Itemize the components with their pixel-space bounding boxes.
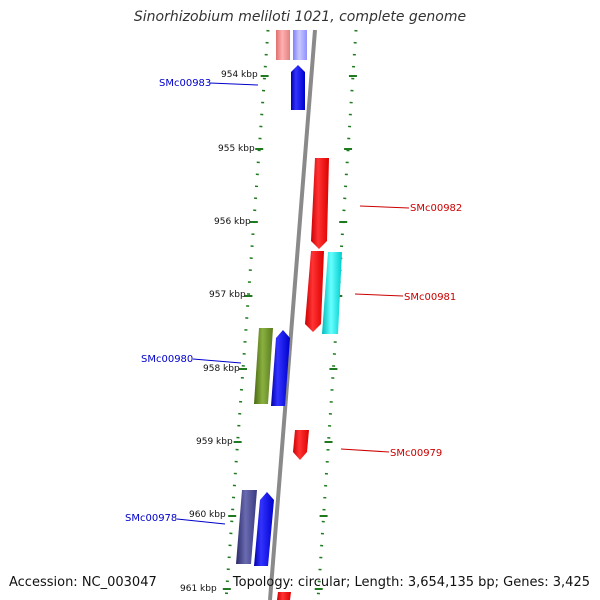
gene-arrow-smc00983[interactable] <box>291 65 305 110</box>
gene-label-smc00978[interactable]: SMc00978 <box>125 513 177 524</box>
scale-label-954: 954 kbp <box>221 70 258 80</box>
gene-arrow-partial-top-pink[interactable] <box>276 30 290 60</box>
gene-arrow-purple[interactable] <box>236 490 257 564</box>
leader-line-smc00979 <box>340 448 390 453</box>
gene-arrow-green[interactable] <box>254 328 273 404</box>
gene-arrow-smc00981[interactable] <box>305 251 324 332</box>
leader-line-smc00982 <box>359 205 410 209</box>
genome-summary-text: Topology: circular; Length: 3,654,135 bp… <box>232 575 590 590</box>
map-title: Sinorhizobium meliloti 1021, complete ge… <box>133 9 467 25</box>
gene-arrow-cyan[interactable] <box>322 252 342 334</box>
scale-label-956: 956 kbp <box>214 217 251 227</box>
leader-line-smc00981 <box>354 293 404 297</box>
leader-line-smc00983 <box>209 82 259 86</box>
gene-label-smc00979[interactable]: SMc00979 <box>390 448 442 459</box>
gene-arrow-smc00982[interactable] <box>311 158 329 249</box>
gene-label-smc00981[interactable]: SMc00981 <box>404 292 456 303</box>
gene-arrow-partial-top-lightblue[interactable] <box>293 30 307 60</box>
leader-line-smc00980 <box>192 358 242 364</box>
leader-line-smc00978 <box>176 518 226 525</box>
gene-arrow-smc00979[interactable] <box>293 430 309 460</box>
scale-label-957: 957 kbp <box>209 290 246 300</box>
gene-arrow-partial-bottom[interactable] <box>277 592 291 600</box>
gene-arrow-smc00978[interactable] <box>254 492 274 566</box>
gene-label-smc00980[interactable]: SMc00980 <box>141 354 193 365</box>
gene-label-smc00982[interactable]: SMc00982 <box>410 203 462 214</box>
genome-backbone <box>268 29 317 600</box>
accession-text: Accession: NC_003047 <box>9 575 157 590</box>
scale-label-961: 961 kbp <box>180 584 217 594</box>
scale-label-958: 958 kbp <box>203 364 240 374</box>
scale-label-959: 959 kbp <box>196 437 233 447</box>
gene-arrow-smc00980[interactable] <box>271 330 290 406</box>
left-tick-marks <box>222 75 269 590</box>
scale-label-960: 960 kbp <box>189 510 226 520</box>
scale-label-955: 955 kbp <box>218 144 255 154</box>
gene-label-smc00983[interactable]: SMc00983 <box>159 78 211 89</box>
